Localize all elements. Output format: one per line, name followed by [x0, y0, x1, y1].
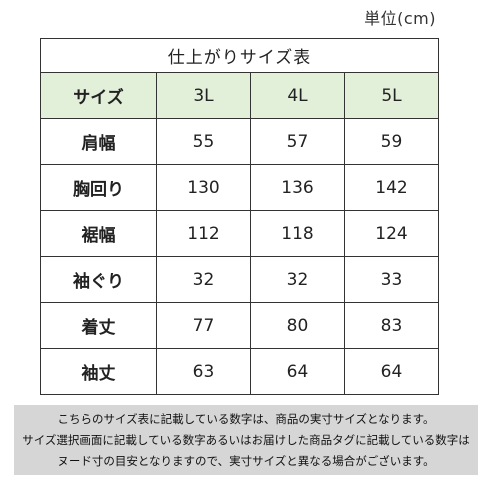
cell-3l: 55: [156, 118, 251, 165]
cell-4l: 136: [250, 164, 345, 211]
cell-3l: 77: [156, 302, 251, 349]
table-row-sleeve-length: 袖丈 63 64 64: [40, 348, 439, 395]
table-row-hem-width: 裾幅 112 118 124: [40, 210, 439, 257]
table-row-armhole: 袖ぐり 32 32 33: [40, 256, 439, 303]
row-label: 肩幅: [40, 118, 157, 165]
cell-5l: 83: [344, 302, 439, 349]
note-line: ヌード寸の目安となりますので、実寸サイズと異なる場合がございます。: [57, 454, 435, 468]
cell-3l: 63: [156, 348, 251, 395]
cell-5l: 59: [344, 118, 439, 165]
header-size-5l: 5L: [344, 72, 439, 119]
table-row-shoulder-width: 肩幅 55 57 59: [40, 118, 439, 165]
cell-4l: 32: [250, 256, 345, 303]
cell-3l: 130: [156, 164, 251, 211]
cell-4l: 80: [250, 302, 345, 349]
table-row-chest: 胸回り 130 136 142: [40, 164, 439, 211]
table-row-body-length: 着丈 77 80 83: [40, 302, 439, 349]
cell-5l: 64: [344, 348, 439, 395]
size-table: 仕上がりサイズ表 サイズ 3L 4L 5L 肩幅 55 57 59 胸回り 13…: [40, 38, 439, 395]
cell-4l: 64: [250, 348, 345, 395]
unit-label: 単位(cm): [364, 9, 436, 28]
table-title: 仕上がりサイズ表: [40, 38, 439, 73]
table-title-row: 仕上がりサイズ表: [40, 38, 439, 73]
cell-3l: 112: [156, 210, 251, 257]
note-line: サイズ選択画面に記載している数字あるいはお届けした商品タグに記載している数字は: [22, 433, 470, 447]
header-size-label: サイズ: [40, 72, 157, 119]
table-header-row: サイズ 3L 4L 5L: [40, 72, 439, 119]
size-note-box: こちらのサイズ表に記載している数字は、商品の実寸サイズとなります。 サイズ選択画…: [14, 405, 478, 475]
header-size-3l: 3L: [156, 72, 251, 119]
cell-3l: 32: [156, 256, 251, 303]
cell-5l: 33: [344, 256, 439, 303]
note-line: こちらのサイズ表に記載している数字は、商品の実寸サイズとなります。: [57, 412, 435, 426]
header-size-4l: 4L: [250, 72, 345, 119]
cell-4l: 57: [250, 118, 345, 165]
cell-5l: 124: [344, 210, 439, 257]
row-label: 胸回り: [40, 164, 157, 211]
row-label: 袖ぐり: [40, 256, 157, 303]
row-label: 袖丈: [40, 348, 157, 395]
row-label: 裾幅: [40, 210, 157, 257]
cell-4l: 118: [250, 210, 345, 257]
cell-5l: 142: [344, 164, 439, 211]
row-label: 着丈: [40, 302, 157, 349]
